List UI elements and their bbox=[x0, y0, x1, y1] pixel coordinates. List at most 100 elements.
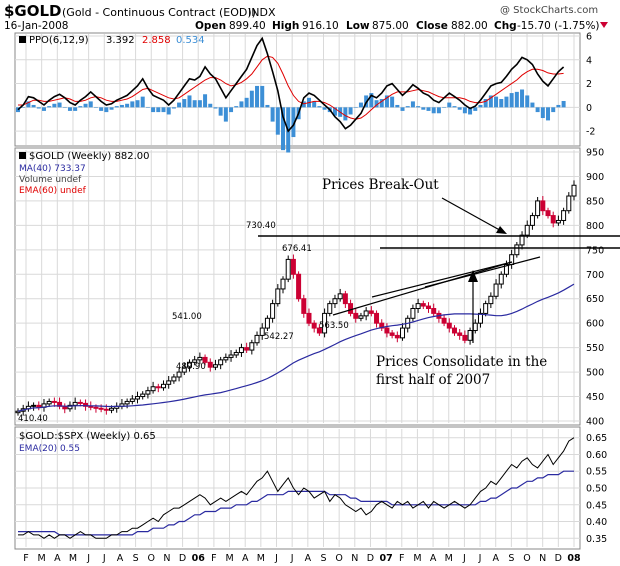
ppo-histogram-bar bbox=[275, 107, 280, 135]
ppo-histogram-bar bbox=[514, 91, 519, 108]
price-candle-body bbox=[348, 303, 354, 314]
ppo-histogram-bar bbox=[483, 99, 488, 108]
price-candle-body bbox=[322, 312, 328, 334]
ppo-histogram-bar bbox=[535, 107, 540, 113]
price-candle-body bbox=[285, 258, 291, 280]
ppo-histogram-bar bbox=[41, 107, 46, 111]
ppo-histogram-bar bbox=[478, 104, 483, 108]
price-candle-body bbox=[202, 356, 208, 363]
close-label: Close bbox=[416, 20, 448, 32]
price-candle-body bbox=[249, 342, 255, 351]
ppo-histogram-bar bbox=[499, 99, 504, 108]
ppo-histogram-bar bbox=[166, 107, 171, 115]
ppo-histogram-bar bbox=[322, 107, 327, 110]
low-label: Low bbox=[346, 20, 370, 32]
ppo-histogram-bar bbox=[151, 107, 156, 113]
price-legend-ma: MA(40) 733.37 bbox=[19, 164, 86, 174]
ppo-legend-v2: 2.858 bbox=[142, 35, 171, 46]
ppo-histogram-bar bbox=[93, 107, 98, 108]
ppo-histogram-bar bbox=[348, 107, 353, 115]
ppo-histogram-bar bbox=[104, 107, 109, 113]
ppo-histogram-bar bbox=[540, 107, 545, 119]
ppo-histogram-bar bbox=[546, 107, 551, 121]
ppo-histogram-bar bbox=[343, 107, 348, 121]
price-candle-body bbox=[150, 386, 156, 392]
ppo-histogram-bar bbox=[520, 89, 525, 108]
x-tick-label: O bbox=[523, 553, 530, 564]
price-candle-body bbox=[384, 327, 390, 334]
price-candle-body bbox=[441, 317, 447, 324]
ppo-histogram-bar bbox=[457, 107, 462, 110]
price-y-tick-label: 550 bbox=[586, 343, 604, 354]
price-candle-body bbox=[31, 404, 37, 407]
chg-label: Chg bbox=[494, 20, 517, 32]
ppo-histogram-bar bbox=[301, 101, 306, 108]
ppo-histogram-bar bbox=[114, 106, 119, 108]
ppo-histogram-bar bbox=[494, 96, 499, 108]
price-candle-body bbox=[514, 244, 520, 256]
breakout-arrow-head-icon bbox=[496, 226, 507, 234]
symbol-title: $GOLD bbox=[4, 2, 62, 20]
x-tick-label: M bbox=[38, 553, 46, 564]
price-candle-body bbox=[72, 401, 78, 406]
price-candle-body bbox=[15, 410, 21, 414]
price-candle-body bbox=[451, 327, 457, 334]
price-candle-body bbox=[93, 406, 99, 409]
x-tick-label: N bbox=[351, 553, 358, 564]
ppo-histogram-bar bbox=[488, 95, 493, 108]
price-label-563: 563.50 bbox=[319, 321, 349, 331]
x-tick-label: 08 bbox=[567, 553, 581, 564]
price-legend-gold: $GOLD (Weekly) 882.00 bbox=[29, 151, 150, 162]
price-candle-body bbox=[519, 234, 525, 246]
grid-layer bbox=[15, 34, 580, 547]
price-y-tick-label: 850 bbox=[586, 196, 604, 207]
trendline-middle bbox=[371, 261, 513, 298]
price-candle-body bbox=[316, 327, 322, 334]
price-candle-body bbox=[337, 293, 343, 300]
price-candle-body bbox=[467, 330, 473, 341]
x-tick-label: N bbox=[163, 553, 170, 564]
ppo-histogram-bar bbox=[31, 104, 36, 108]
price-candle-body bbox=[431, 308, 437, 314]
ppo-histogram-bar bbox=[416, 106, 421, 108]
price-candle-body bbox=[270, 303, 276, 319]
open-label: Open bbox=[195, 20, 226, 32]
price-candle-body bbox=[207, 361, 213, 368]
ppo-histogram-bar bbox=[504, 96, 509, 108]
ppo-histogram-bar bbox=[353, 107, 358, 108]
ppo-histogram-bar bbox=[442, 107, 447, 108]
x-tick-label: D bbox=[179, 553, 186, 564]
price-candle-body bbox=[218, 359, 224, 366]
price-candle-body bbox=[358, 315, 364, 319]
ppo-histogram-bar bbox=[130, 101, 135, 108]
price-candle-body bbox=[472, 322, 478, 332]
ppo-legend-v3: 0.534 bbox=[176, 35, 205, 46]
low-value: 875.00 bbox=[372, 20, 409, 32]
x-tick-label: A bbox=[305, 553, 312, 564]
price-candle-body bbox=[124, 400, 130, 405]
ratio-ema-line bbox=[18, 470, 574, 536]
price-label-730: 730.40 bbox=[246, 221, 276, 231]
price-candle-body bbox=[233, 352, 239, 356]
price-candle-body bbox=[535, 200, 541, 217]
annotation-breakout: Prices Break-Out bbox=[322, 177, 439, 193]
high-value: 916.10 bbox=[302, 20, 339, 32]
ppo-histogram-bar bbox=[369, 93, 374, 108]
ppo-histogram-bar bbox=[62, 107, 67, 108]
ppo-histogram-bar bbox=[561, 100, 566, 108]
trendline-lower bbox=[332, 261, 513, 316]
ppo-histogram-bar bbox=[223, 107, 228, 122]
ppo-histogram-bar bbox=[213, 107, 218, 109]
price-candle-body bbox=[462, 334, 468, 341]
ppo-histogram-bar bbox=[556, 104, 561, 108]
ppo-histogram-bar bbox=[208, 103, 213, 108]
price-candle-body bbox=[327, 303, 333, 314]
x-tick-label: A bbox=[430, 553, 437, 564]
ppo-histogram-bar bbox=[421, 107, 426, 110]
ppo-histogram-bar bbox=[374, 100, 379, 108]
price-candle-body bbox=[571, 184, 577, 197]
price-candle-body bbox=[135, 396, 141, 400]
trendline-upper bbox=[424, 256, 541, 288]
ppo-histogram-bar bbox=[312, 101, 317, 108]
